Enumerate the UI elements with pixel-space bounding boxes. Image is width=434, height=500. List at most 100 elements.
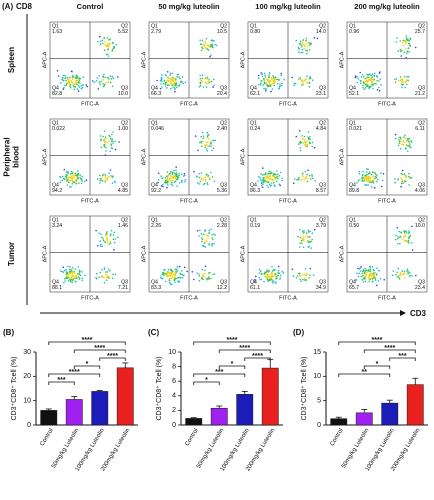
event-dot	[77, 266, 80, 268]
event-dot	[378, 89, 381, 92]
event-dot	[108, 172, 110, 174]
event-dot	[161, 80, 163, 82]
quadrant-name: Q1	[151, 120, 158, 126]
event-dot	[305, 178, 307, 180]
event-dot	[373, 273, 376, 276]
event-dot	[376, 273, 378, 276]
event-dot	[109, 240, 112, 243]
event-dot	[118, 141, 120, 143]
event-dot	[170, 81, 172, 83]
event-dot	[198, 273, 200, 276]
event-dot	[157, 179, 160, 181]
x-axis-label: FITC-A	[279, 198, 297, 204]
event-dot	[202, 179, 205, 181]
event-dot	[74, 268, 77, 270]
event-dot	[415, 274, 417, 277]
event-dot	[402, 140, 405, 142]
event-dot	[376, 76, 379, 78]
event-dot	[305, 78, 307, 81]
event-dot	[173, 172, 175, 174]
event-dot	[408, 230, 410, 232]
event-dot	[108, 44, 110, 46]
event-dot	[300, 179, 302, 181]
event-dot	[301, 274, 303, 276]
significance-label: ***	[398, 353, 406, 360]
event-dot	[405, 41, 408, 43]
event-dot	[206, 182, 208, 184]
event-dot	[308, 137, 310, 140]
event-dot	[71, 179, 74, 181]
event-dot	[71, 81, 73, 83]
event-dot	[308, 174, 311, 177]
event-dot	[162, 82, 165, 85]
event-dot	[172, 175, 175, 177]
event-dot	[274, 80, 276, 83]
event-dot	[279, 83, 281, 85]
event-dot	[98, 276, 100, 279]
event-dot	[69, 85, 71, 87]
event-dot	[66, 275, 69, 278]
quadrant-name: Q2	[121, 120, 128, 126]
event-dot	[208, 81, 211, 84]
x-axis-label: FITC-A	[279, 101, 297, 107]
event-dot	[63, 86, 65, 89]
event-dot	[407, 75, 410, 78]
event-dot	[99, 177, 102, 180]
quadrant-value: 82.8	[52, 91, 62, 97]
event-dot	[403, 230, 405, 232]
x-axis-label: FITC-A	[180, 101, 198, 107]
quadrant-name: Q4	[52, 85, 59, 91]
event-dot	[274, 76, 277, 78]
event-dot	[364, 273, 367, 275]
event-dot	[403, 179, 406, 182]
event-dot	[110, 233, 112, 235]
event-dot	[265, 173, 267, 176]
y-marker: CD8	[16, 2, 33, 11]
event-dot	[70, 70, 73, 73]
event-dot	[179, 77, 181, 80]
event-dot	[407, 239, 410, 242]
event-dot	[64, 278, 66, 280]
event-dot	[161, 74, 163, 76]
event-dot	[201, 77, 203, 80]
event-dot	[306, 145, 309, 148]
event-dot	[259, 83, 262, 86]
event-dot	[407, 270, 409, 273]
event-dot	[280, 171, 282, 174]
event-dot	[367, 80, 369, 83]
event-dot	[110, 138, 112, 140]
event-dot	[263, 82, 266, 85]
y-tick-label: 10	[313, 373, 321, 380]
event-dot	[71, 172, 74, 174]
quadrant-value: 10.5	[217, 29, 227, 35]
significance-bracket	[193, 381, 220, 385]
y-axis-label: APC-A	[339, 51, 345, 68]
event-dot	[269, 173, 271, 175]
event-dot	[263, 72, 266, 75]
event-dot	[405, 143, 408, 146]
event-dot	[403, 173, 406, 175]
x-axis-label: FITC-A	[180, 295, 198, 301]
event-dot	[207, 272, 210, 274]
event-dot	[408, 172, 410, 175]
event-dot	[401, 180, 404, 183]
event-dot	[308, 78, 311, 80]
event-dot	[80, 87, 83, 90]
event-dot	[376, 180, 378, 183]
event-dot	[272, 75, 274, 77]
event-dot	[369, 270, 371, 272]
event-dot	[59, 270, 62, 272]
event-dot	[114, 181, 117, 184]
event-dot	[103, 140, 106, 143]
event-dot	[169, 279, 171, 282]
event-dot	[356, 272, 358, 275]
event-dot	[198, 235, 200, 237]
event-dot	[206, 173, 208, 176]
event-dot	[380, 84, 382, 86]
event-dot	[266, 184, 268, 187]
row-label: Tumor	[7, 242, 16, 266]
panel-label: (D)	[293, 328, 304, 337]
event-dot	[300, 80, 303, 82]
event-dot	[112, 234, 115, 236]
